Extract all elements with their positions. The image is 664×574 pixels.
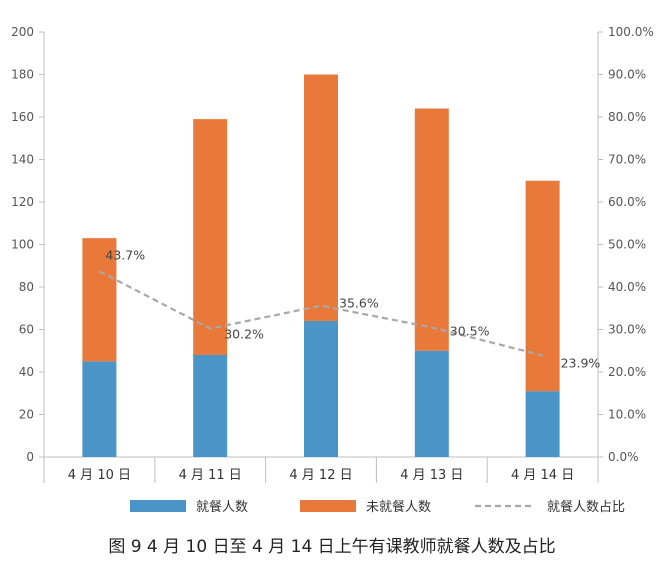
- ratio-data-label: 43.7%: [105, 247, 145, 262]
- bar-dined: [525, 391, 560, 457]
- bar-dined: [82, 361, 117, 457]
- ratio-data-label: 30.2%: [224, 327, 264, 342]
- bar-not-dined: [414, 108, 449, 351]
- legend-swatch: [300, 500, 356, 512]
- right-tick-label: 90.0%: [608, 68, 646, 82]
- right-tick-label: 0.0%: [608, 450, 639, 464]
- category-label: 4 月 11 日: [179, 468, 242, 483]
- legend-label: 就餐人数占比: [547, 499, 625, 515]
- left-tick-label: 120: [11, 195, 34, 209]
- right-tick-label: 80.0%: [608, 110, 646, 124]
- left-tick-label: 80: [19, 280, 34, 294]
- ratio-line-path: [98, 270, 543, 357]
- bar-dined: [414, 350, 449, 457]
- legend-label: 就餐人数: [196, 499, 248, 515]
- ratio-data-label: 30.5%: [450, 323, 490, 338]
- right-axis-ticks: 0.0% 10.0% 20.0% 30.0% 40.0% 50.0% 60.0% 70.0% 8…: [598, 25, 654, 464]
- category-label: 4 月 14 日: [511, 468, 574, 483]
- category-label: 4 月 12 日: [289, 468, 352, 483]
- left-tick-label: 140: [11, 153, 34, 167]
- right-tick-label: 20.0%: [608, 365, 646, 379]
- right-tick-label: 70.0%: [608, 153, 646, 167]
- bar-not-dined: [304, 74, 338, 321]
- ratio-data-label: 35.6%: [339, 296, 379, 311]
- left-tick-label: 160: [11, 110, 34, 124]
- category-label: 4 月 10 日: [68, 468, 131, 483]
- legend-swatch: [130, 500, 186, 512]
- left-tick-label: 60: [19, 323, 34, 337]
- bar-not-dined: [193, 119, 228, 355]
- left-tick-label: 20: [19, 408, 34, 422]
- left-axis-ticks: 0 20 40 60 80 100 120 140 160 180 200: [11, 25, 44, 464]
- right-tick-label: 60.0%: [608, 195, 646, 209]
- left-tick-label: 180: [11, 68, 34, 82]
- legend: 就餐人数 未就餐人数 就餐人数占比: [130, 499, 625, 515]
- left-tick-label: 200: [11, 25, 34, 39]
- figure-caption: 图 9 4 月 10 日至 4 月 14 日上午有课教师就餐人数及占比: [108, 537, 555, 557]
- bar-dined: [304, 321, 338, 457]
- bars: [82, 74, 560, 457]
- category-label: 4 月 13 日: [400, 468, 463, 483]
- right-tick-label: 100.0%: [608, 25, 654, 39]
- bar-dined: [193, 355, 228, 457]
- left-tick-label: 100: [11, 238, 34, 252]
- legend-label: 未就餐人数: [366, 499, 431, 515]
- bar-not-dined: [525, 180, 560, 392]
- bar-not-dined: [82, 238, 117, 362]
- category-labels: 4 月 10 日 4 月 11 日 4 月 12 日 4 月 13 日 4 月 14 日: [43, 457, 599, 483]
- right-tick-label: 50.0%: [608, 238, 646, 252]
- right-tick-label: 40.0%: [608, 280, 646, 294]
- right-tick-label: 10.0%: [608, 408, 646, 422]
- right-tick-label: 30.0%: [608, 323, 646, 337]
- left-tick-label: 40: [19, 365, 34, 379]
- ratio-data-label: 23.9%: [561, 355, 601, 370]
- left-tick-label: 0: [26, 450, 34, 464]
- ratio-line: 43.7% 30.2% 35.6% 30.5% 23.9%: [98, 247, 601, 370]
